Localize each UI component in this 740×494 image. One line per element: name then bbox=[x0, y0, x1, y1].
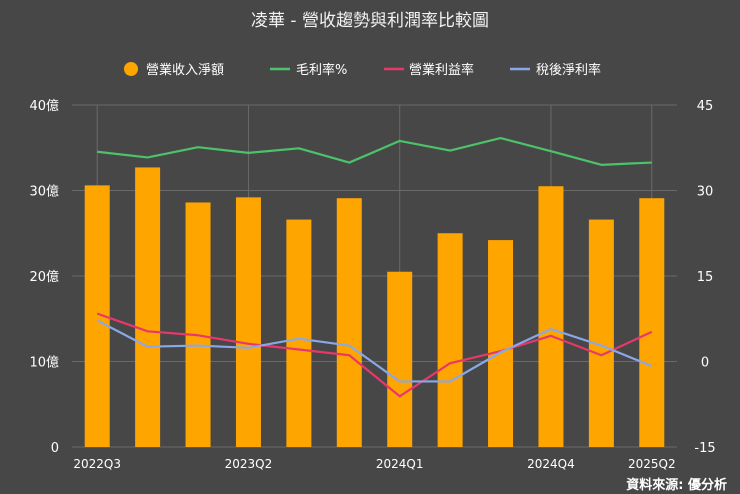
right-tick-label: 15 bbox=[697, 270, 714, 285]
source-note: 資料來源: 優分析 bbox=[626, 477, 727, 493]
bar-2023Q3 bbox=[286, 219, 312, 447]
legend-swatch-bar bbox=[124, 62, 138, 76]
right-axis: -15 0 15 30 45 bbox=[694, 99, 715, 456]
legend-label-2: 營業利益率 bbox=[409, 62, 474, 78]
left-tick-label: 0 bbox=[51, 441, 59, 456]
grid-lines bbox=[72, 104, 677, 448]
right-tick-label: 45 bbox=[697, 99, 714, 114]
bar-2023Q4 bbox=[336, 198, 362, 447]
right-tick-label: 0 bbox=[701, 356, 709, 371]
x-tick-label-2023Q2: 2023Q2 bbox=[225, 457, 273, 471]
legend-label-1: 毛利率% bbox=[296, 62, 347, 78]
bar-2024Q2 bbox=[437, 233, 463, 447]
x-tick-label-2024Q1: 2024Q1 bbox=[376, 457, 424, 471]
x-tick-label-2025Q2: 2025Q2 bbox=[628, 457, 676, 471]
legend-label-3: 稅後淨利率 bbox=[536, 62, 601, 78]
series-line-2 bbox=[96, 312, 653, 398]
series-line-1 bbox=[97, 136, 652, 166]
bar-2022Q4 bbox=[135, 167, 161, 448]
line-series bbox=[96, 136, 653, 398]
bar-series-revenue bbox=[84, 167, 665, 448]
left-tick-label: 40億 bbox=[29, 98, 59, 114]
left-tick-label: 10億 bbox=[29, 355, 59, 371]
left-tick-label: 20億 bbox=[29, 269, 59, 285]
right-tick-label: -15 bbox=[694, 441, 715, 456]
x-tick-label-2022Q3: 2022Q3 bbox=[73, 457, 121, 471]
left-tick-label: 30億 bbox=[29, 184, 59, 200]
bar-2024Q4 bbox=[538, 186, 564, 447]
bar-2024Q1 bbox=[387, 271, 413, 447]
chart-title: 凌華 - 營收趨勢與利潤率比較圖 bbox=[251, 11, 489, 31]
right-tick-label: 30 bbox=[697, 185, 714, 200]
left-axis: 0 10億 20億 30億 40億 bbox=[29, 98, 59, 456]
x-axis: 2022Q3 2023Q2 2024Q1 2024Q4 2025Q2 bbox=[73, 457, 675, 471]
legend-label-0: 營業收入淨額 bbox=[146, 62, 224, 78]
bar-2025Q2 bbox=[639, 198, 665, 447]
bar-2024Q3 bbox=[488, 240, 514, 447]
legend: 營業收入淨額 毛利率% 營業利益率 稅後淨利率 bbox=[124, 62, 601, 78]
bar-2025Q1 bbox=[588, 219, 614, 447]
bar-2023Q2 bbox=[235, 197, 261, 447]
x-tick-label-2024Q4: 2024Q4 bbox=[527, 457, 575, 471]
series-line-3 bbox=[96, 319, 653, 383]
bar-2023Q1 bbox=[185, 202, 211, 447]
